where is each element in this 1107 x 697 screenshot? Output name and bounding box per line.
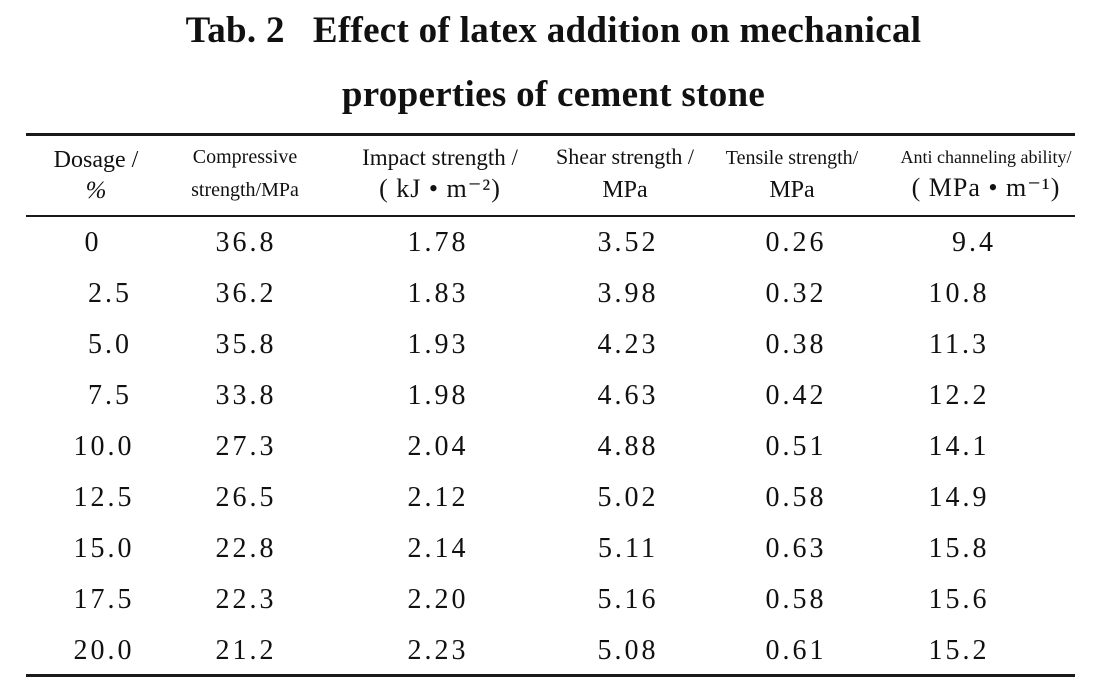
cell-impact-strength: 2.14 xyxy=(407,533,469,564)
cell-tensile-strength: 0.63 xyxy=(765,533,827,564)
header-shear-line-2: MPa xyxy=(602,177,648,203)
header-tensile-line-2: MPa xyxy=(769,177,815,203)
cell-impact-strength: 1.78 xyxy=(407,227,469,258)
header-compressive-line-1: Compressive xyxy=(192,146,298,168)
table-bottom-rule xyxy=(26,674,1075,677)
cell-dosage: 20.0 xyxy=(73,635,135,666)
header-dosage-line-2: % xyxy=(85,177,107,204)
cell-anti-channeling-ability: 14.9 xyxy=(928,482,990,513)
cell-compressive-strength: 21.2 xyxy=(215,635,277,666)
cell-shear-strength: 4.63 xyxy=(597,380,659,411)
cell-shear-strength: 5.02 xyxy=(597,482,659,513)
header-anti-channeling-ability: Anti channeling ability/ ( MPa • m⁻¹) xyxy=(873,148,1099,201)
header-shear-strength: Shear strength / MPa xyxy=(540,144,710,203)
table-title-line-1: Tab. 2 Effect of latex addition on mechan… xyxy=(0,12,1107,49)
cell-impact-strength: 1.93 xyxy=(407,329,469,360)
cell-anti-channeling-ability: 15.2 xyxy=(928,635,990,666)
cell-tensile-strength: 0.58 xyxy=(765,482,827,513)
header-shear-line-1: Shear strength / xyxy=(555,144,695,169)
cell-shear-strength: 5.16 xyxy=(597,584,659,615)
cell-compressive-strength: 35.8 xyxy=(215,329,277,360)
cell-impact-strength: 2.04 xyxy=(407,431,469,462)
header-dosage: Dosage / % xyxy=(36,148,156,203)
cell-dosage: 0 xyxy=(84,227,102,258)
cell-compressive-strength: 22.3 xyxy=(215,584,277,615)
cell-tensile-strength: 0.42 xyxy=(765,380,827,411)
cell-shear-strength: 3.52 xyxy=(597,227,659,258)
cell-tensile-strength: 0.51 xyxy=(765,431,827,462)
cell-impact-strength: 2.12 xyxy=(407,482,469,513)
cell-anti-channeling-ability: 9.4 xyxy=(952,227,996,258)
cell-anti-channeling-ability: 10.8 xyxy=(928,278,990,309)
cell-dosage: 7.5 xyxy=(88,380,132,411)
table-header-rule xyxy=(26,215,1075,217)
header-dosage-line-1: Dosage / xyxy=(53,147,139,173)
cell-compressive-strength: 26.5 xyxy=(215,482,277,513)
cell-shear-strength: 4.88 xyxy=(597,431,659,462)
cell-compressive-strength: 33.8 xyxy=(215,380,277,411)
cell-tensile-strength: 0.32 xyxy=(765,278,827,309)
cell-anti-channeling-ability: 11.3 xyxy=(929,329,989,360)
cell-anti-channeling-ability: 15.8 xyxy=(928,533,990,564)
cell-impact-strength: 2.20 xyxy=(407,584,469,615)
header-impact-strength: Impact strength / ( kJ • m⁻²) xyxy=(340,146,540,202)
cell-compressive-strength: 22.8 xyxy=(215,533,277,564)
header-compressive-line-2: strength/MPa xyxy=(191,179,299,201)
cell-shear-strength: 5.11 xyxy=(598,533,658,564)
cell-compressive-strength: 36.2 xyxy=(215,278,277,309)
header-tensile-strength: Tensile strength/ MPa xyxy=(712,148,872,202)
cell-compressive-strength: 36.8 xyxy=(215,227,277,258)
cell-dosage: 12.5 xyxy=(73,482,135,513)
header-tensile-line-1: Tensile strength/ xyxy=(725,147,859,169)
table-label: Tab. 2 xyxy=(185,10,285,51)
cell-tensile-strength: 0.38 xyxy=(765,329,827,360)
cell-anti-channeling-ability: 15.6 xyxy=(928,584,990,615)
cell-anti-channeling-ability: 14.1 xyxy=(928,431,990,462)
cell-anti-channeling-ability: 12.2 xyxy=(928,380,990,411)
cell-impact-strength: 1.83 xyxy=(407,278,469,309)
header-impact-line-1: Impact strength / xyxy=(362,145,518,170)
cell-shear-strength: 5.08 xyxy=(597,635,659,666)
cell-dosage: 5.0 xyxy=(88,329,132,360)
cell-shear-strength: 4.23 xyxy=(597,329,659,360)
table-top-rule xyxy=(26,133,1075,136)
cell-tensile-strength: 0.26 xyxy=(765,227,827,258)
cell-compressive-strength: 27.3 xyxy=(215,431,277,462)
cell-impact-strength: 1.98 xyxy=(407,380,469,411)
cell-tensile-strength: 0.61 xyxy=(765,635,827,666)
cell-dosage: 10.0 xyxy=(73,431,135,462)
cell-tensile-strength: 0.58 xyxy=(765,584,827,615)
table-title-text: Effect of latex addition on mechanical xyxy=(312,10,922,51)
cell-dosage: 15.0 xyxy=(73,533,135,564)
header-anti-channeling-line-1: Anti channeling ability/ xyxy=(900,147,1072,167)
cell-dosage: 2.5 xyxy=(88,278,132,309)
table-title-line-2: properties of cement stone xyxy=(341,74,766,115)
cell-shear-strength: 3.98 xyxy=(597,278,659,309)
header-anti-channeling-line-2: ( MPa • m⁻¹) xyxy=(911,173,1061,202)
cell-dosage: 17.5 xyxy=(73,584,135,615)
header-impact-line-2: ( kJ • m⁻²) xyxy=(379,174,501,203)
header-compressive-strength: Compressive strength/MPa xyxy=(160,147,330,200)
cell-impact-strength: 2.23 xyxy=(407,635,469,666)
